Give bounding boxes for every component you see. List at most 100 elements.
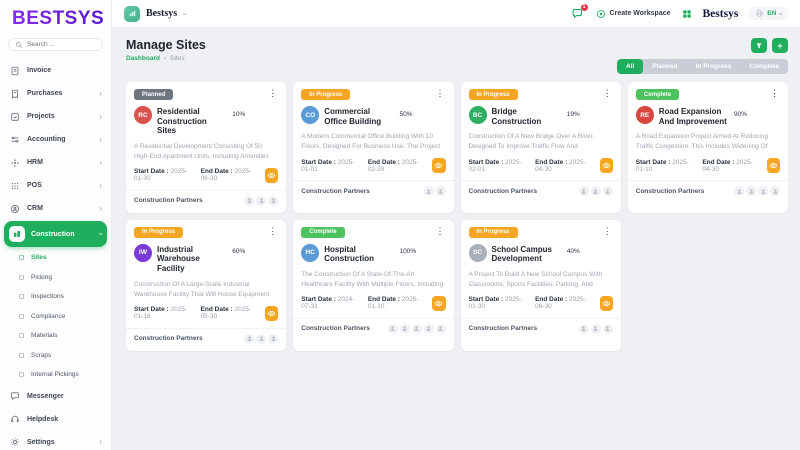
sidebar-item-construction[interactable]: Construction › — [4, 221, 107, 247]
view-site-button[interactable] — [766, 158, 780, 174]
sidebar-item-hrm[interactable]: HRM › — [0, 151, 111, 174]
chevron-right-icon: › — [99, 437, 102, 446]
sidebar-item-accounting[interactable]: Accounting › — [0, 128, 111, 151]
eye-icon — [769, 163, 778, 169]
filter-in-progress[interactable]: In Progress — [695, 63, 732, 70]
partner-avatar — [590, 323, 601, 334]
partner-avatar — [411, 323, 422, 334]
sidebar-item-purchases[interactable]: Purchases › — [0, 82, 111, 105]
breadcrumb-dashboard[interactable]: Dashboard — [126, 55, 160, 62]
sidebar-subitem-materials[interactable]: Materials — [0, 326, 111, 346]
end-date: 2025-04-30 — [535, 158, 586, 173]
globe-icon — [756, 10, 764, 17]
status-badge: In Progress — [301, 89, 351, 100]
chevron-down-icon: › — [776, 12, 786, 15]
sidebar-item-invoice[interactable]: Invoice — [0, 59, 111, 82]
funnel-icon — [756, 42, 762, 48]
view-site-button[interactable] — [265, 305, 279, 321]
site-description: A Modern Commercial Office Building With… — [301, 133, 441, 151]
site-card: In Progress ⋮ CO Commercial Office Build… — [293, 82, 454, 213]
notification-badge: 1 — [580, 3, 588, 11]
start-date: 2025-01-30 — [134, 168, 188, 183]
sidebar-search[interactable] — [8, 38, 103, 51]
sidebar-subitem-sites[interactable]: Sites — [0, 248, 111, 268]
sidebar-item-pos[interactable]: POS › — [0, 174, 111, 197]
progress-indicator: 19% — [567, 106, 613, 118]
partner-avatars — [244, 195, 279, 206]
sidebar-item-crm[interactable]: CRM › — [0, 197, 111, 220]
breadcrumb-separator: › — [163, 55, 167, 62]
pos-icon — [9, 180, 20, 191]
sidebar-item-messenger[interactable]: Messenger — [0, 385, 111, 408]
site-description: A Residential Development Consisting Of … — [134, 142, 269, 160]
partner-avatars — [734, 186, 780, 197]
partner-avatar — [423, 323, 434, 334]
kebab-menu-icon[interactable]: ⋮ — [435, 225, 445, 236]
sidebar: BESTSYS Invoice Purchases › Projects › — [0, 0, 112, 450]
internal-pickings-icon — [19, 372, 24, 378]
status-badge: In Progress — [468, 226, 518, 238]
eye-icon — [267, 310, 276, 316]
sidebar-subitem-scraps[interactable]: Scraps — [0, 346, 111, 366]
site-title: Commercial Office Building — [324, 107, 382, 126]
kebab-menu-icon[interactable]: ⋮ — [435, 88, 445, 98]
start-date: 2025-02-01 — [468, 158, 522, 173]
scraps-icon — [19, 352, 24, 358]
kebab-menu-icon[interactable]: ⋮ — [770, 88, 779, 98]
kebab-menu-icon[interactable]: ⋮ — [602, 225, 612, 236]
inspections-icon — [19, 294, 24, 300]
progress-indicator: 10% — [232, 106, 278, 118]
status-filter: All Planned In Progress Complete — [617, 59, 788, 74]
workspace-icon[interactable] — [124, 5, 140, 22]
kebab-menu-icon[interactable]: ⋮ — [602, 88, 612, 98]
filter-all[interactable]: All — [617, 59, 644, 74]
sidebar-subitem-picking[interactable]: Picking — [0, 268, 111, 288]
partner-avatar — [602, 186, 613, 197]
sidebar-item-settings[interactable]: Settings › — [0, 431, 111, 450]
site-cards-grid: Planned ⋮ RC Residential Construction Si… — [126, 82, 788, 351]
site-title: Road Expansion And Improvement — [658, 107, 727, 126]
helpdesk-icon — [9, 414, 20, 425]
filter-button[interactable] — [751, 38, 767, 53]
search-input[interactable] — [27, 41, 97, 48]
filter-complete[interactable]: Complete — [749, 63, 779, 70]
language-selector[interactable]: EN › — [749, 7, 788, 20]
sidebar-subitem-compliance[interactable]: Compliance — [0, 307, 111, 327]
page-title: Manage Sites — [126, 38, 206, 52]
kebab-menu-icon[interactable]: ⋮ — [268, 225, 278, 236]
avatar: BC — [468, 106, 487, 124]
filter-planned[interactable]: Planned — [652, 63, 678, 70]
eye-icon — [602, 163, 610, 169]
partner-avatar — [399, 323, 410, 334]
main-area: Bestsys › 1 Create Workspace Bestsys EN … — [112, 0, 800, 450]
view-site-button[interactable] — [599, 158, 613, 174]
workspace-name[interactable]: Bestsys — [146, 8, 178, 19]
notifications-button[interactable]: 1 — [571, 3, 588, 21]
add-site-button[interactable] — [772, 38, 788, 53]
avatar: RC — [134, 106, 152, 124]
view-site-button[interactable] — [432, 158, 446, 174]
plus-icon — [777, 43, 783, 48]
sidebar-item-helpdesk[interactable]: Helpdesk — [0, 408, 111, 431]
partner-avatar — [770, 186, 780, 197]
status-badge: Complete — [301, 226, 345, 238]
kebab-menu-icon[interactable]: ⋮ — [268, 88, 278, 98]
settings-icon — [9, 437, 20, 448]
partner-avatar — [256, 333, 267, 344]
site-card: Complete ⋮ RE Road Expansion And Improve… — [627, 82, 788, 213]
view-site-button[interactable] — [599, 295, 613, 311]
sidebar-item-projects[interactable]: Projects › — [0, 105, 111, 128]
sidebar-subitem-inspections[interactable]: Inspections — [0, 287, 111, 307]
view-site-button[interactable] — [265, 167, 279, 183]
view-site-button[interactable] — [432, 295, 446, 311]
progress-percent: 19% — [566, 110, 580, 118]
sites-icon — [19, 255, 24, 261]
progress-indicator: 100% — [400, 244, 446, 255]
brand-name: Bestsys — [702, 7, 739, 20]
partner-avatars — [423, 186, 446, 197]
create-workspace-button[interactable]: Create Workspace — [596, 9, 671, 19]
sidebar-subitem-internal-pickings[interactable]: Internal Pickings — [0, 365, 111, 385]
end-date: 2025-05-30 — [200, 306, 252, 321]
avatar: RE — [635, 106, 654, 124]
partners-label: Construction Partners — [468, 187, 538, 195]
